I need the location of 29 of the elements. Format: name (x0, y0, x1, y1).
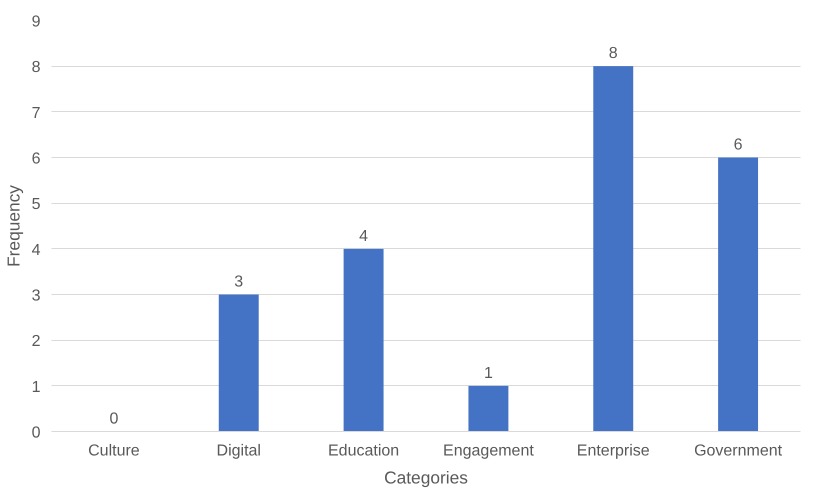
x-tick-label: Government (694, 442, 783, 460)
bar (718, 158, 758, 432)
y-tick-label: 2 (32, 333, 41, 350)
y-tick-label: 1 (32, 378, 41, 396)
data-label: 6 (734, 136, 743, 154)
y-axis-title: Frequency (4, 184, 24, 267)
y-tick-label: 5 (32, 196, 41, 214)
y-tick-label: 8 (32, 59, 41, 76)
bar (468, 386, 508, 432)
y-tick-label: 0 (32, 424, 41, 442)
x-tick-label: Digital (216, 442, 261, 460)
data-label: 4 (359, 228, 368, 245)
x-tick-label: Enterprise (576, 442, 650, 460)
x-axis-title: Categories (384, 468, 468, 488)
data-label: 3 (234, 274, 244, 290)
x-tick-label: Engagement (443, 442, 534, 460)
y-tick-label: 9 (32, 14, 41, 30)
data-label: 0 (109, 410, 118, 428)
data-label: 1 (484, 364, 493, 382)
x-tick-label: Culture (88, 442, 140, 460)
bar (344, 248, 384, 432)
data-label: 8 (608, 45, 618, 62)
y-tick-label: 6 (32, 150, 41, 168)
y-tick-label: 7 (32, 104, 41, 122)
bar (218, 294, 259, 432)
y-tick-label: 3 (32, 288, 41, 304)
x-tick-label: Education (328, 442, 400, 460)
y-tick-label: 4 (32, 242, 41, 259)
bar (593, 66, 634, 432)
